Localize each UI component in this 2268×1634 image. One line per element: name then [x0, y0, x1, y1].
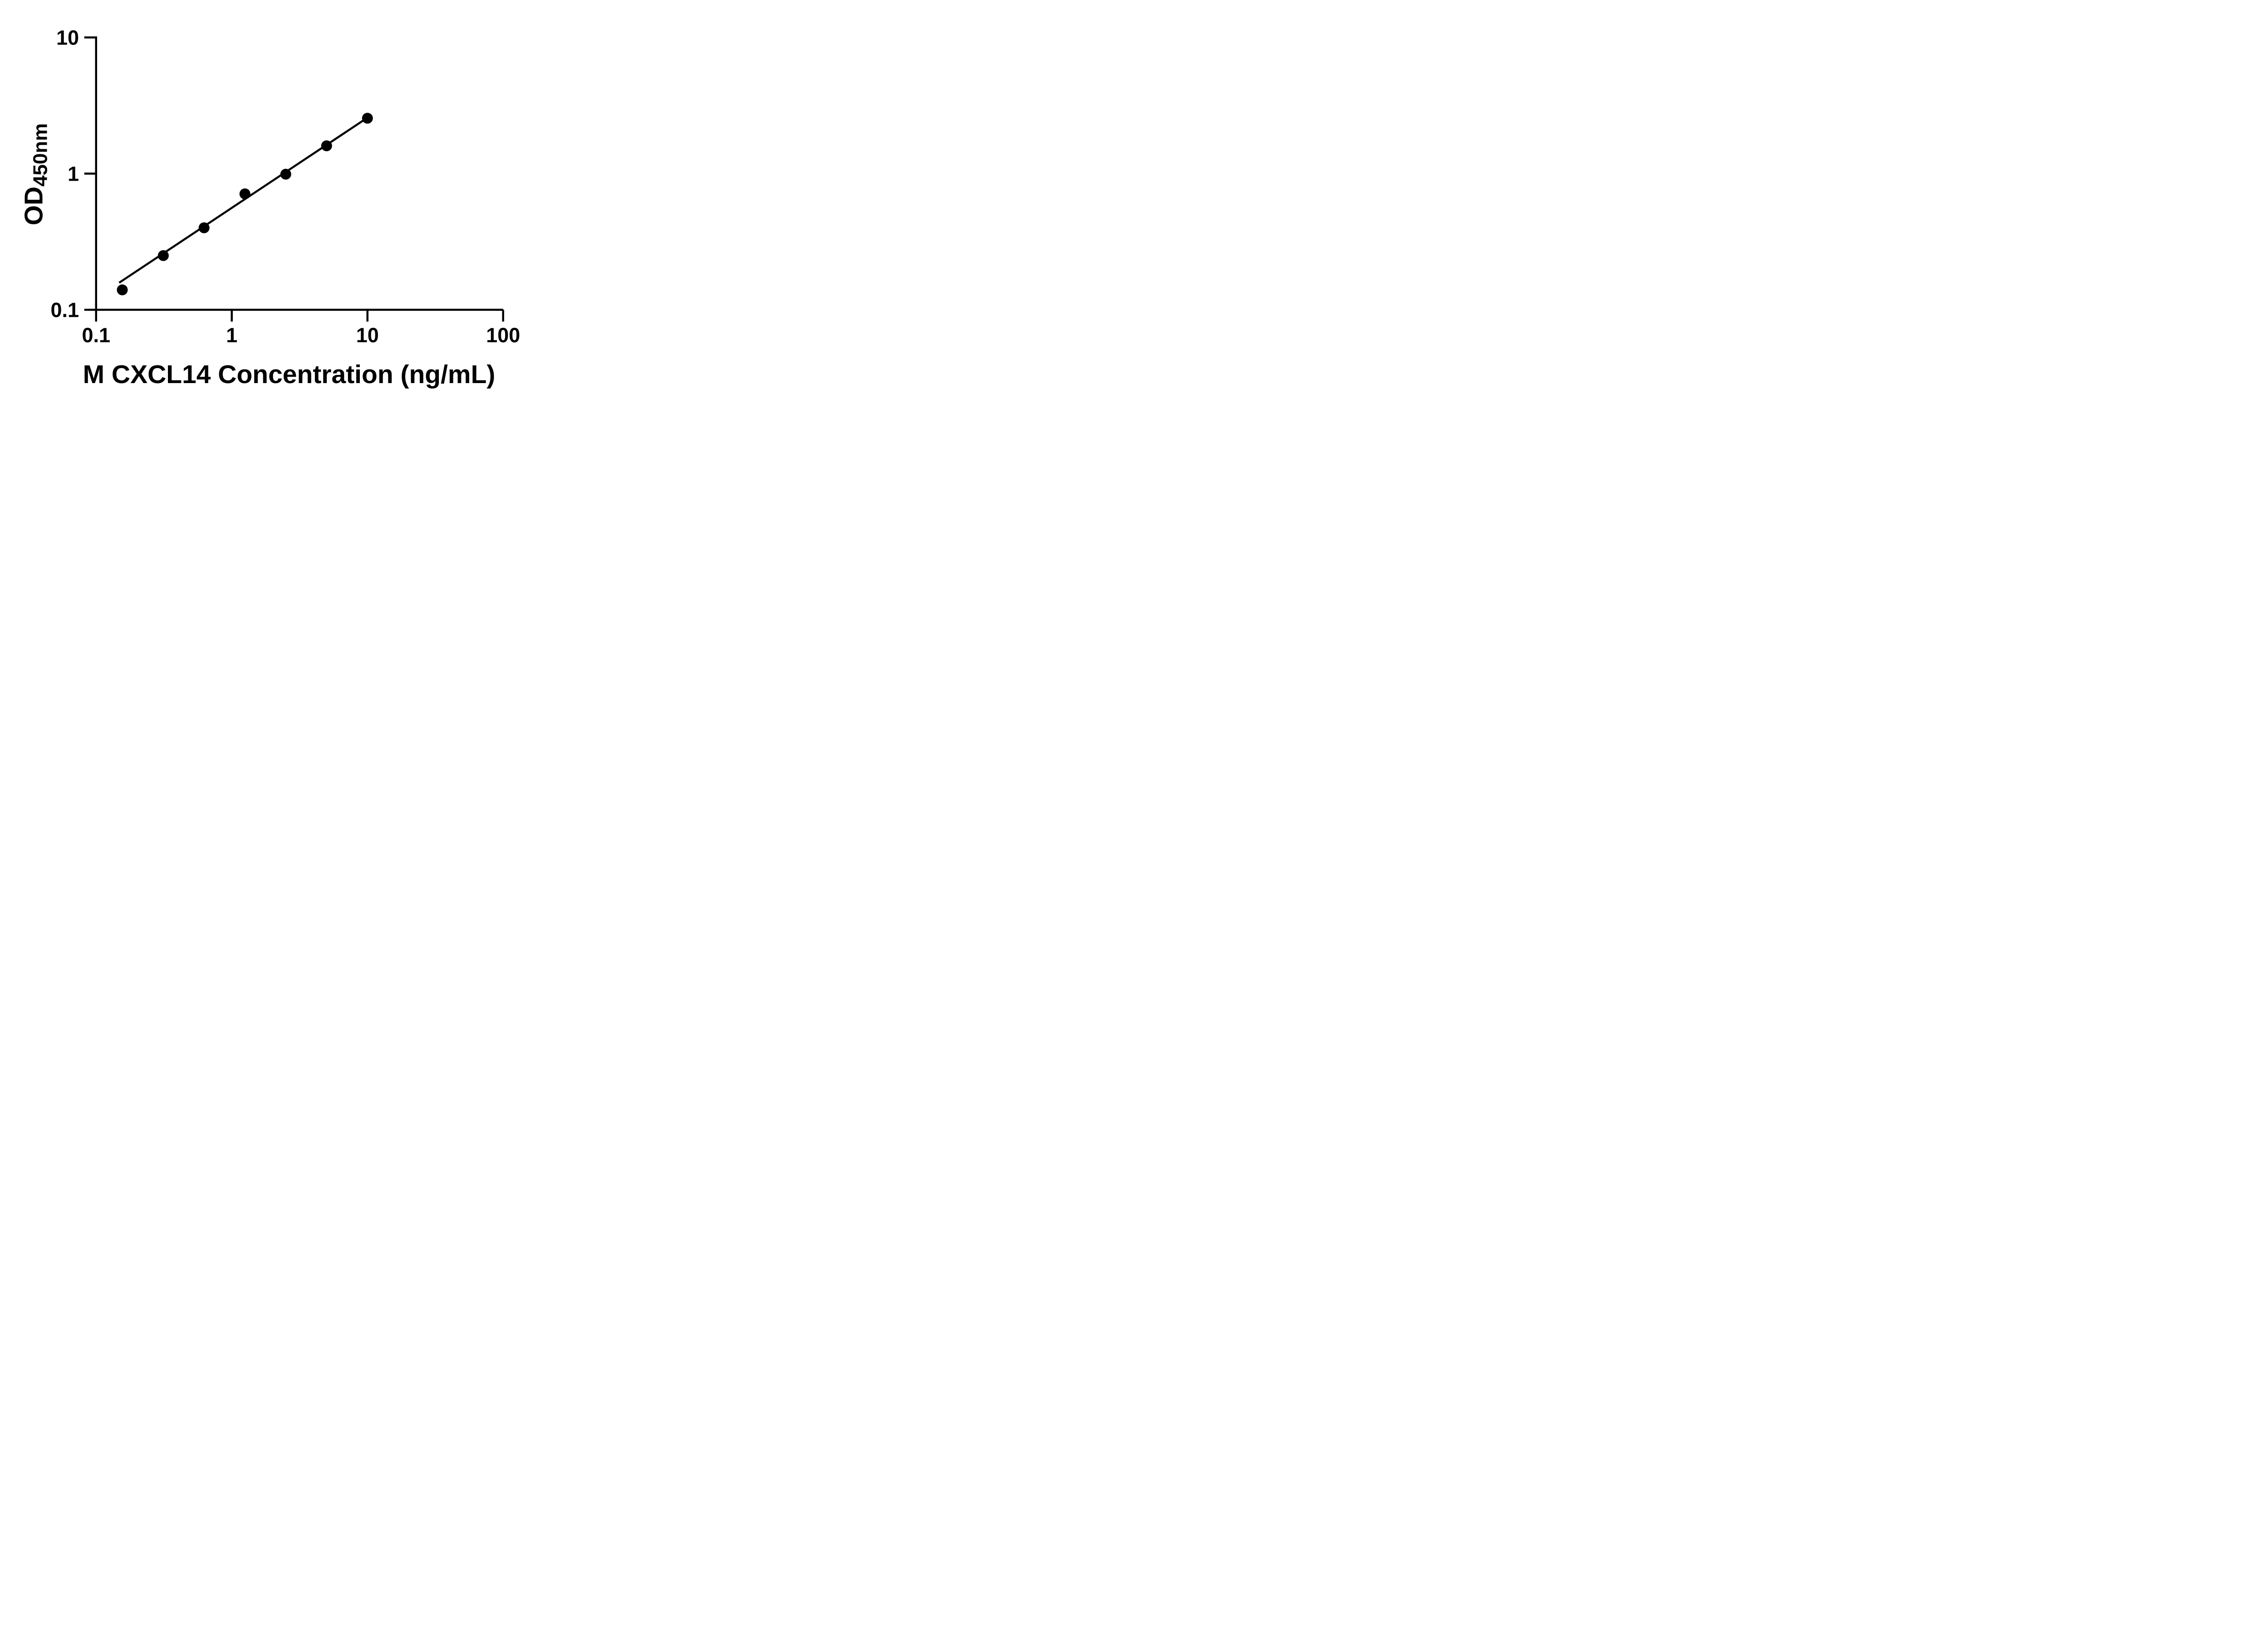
x-tick-label-100: 100 — [486, 324, 520, 347]
x-tick-label-0.1: 0.1 — [82, 324, 110, 347]
y-axis-title-main: OD — [19, 186, 49, 226]
y-axis-title: OD450nm — [19, 123, 52, 226]
data-point-4 — [239, 188, 250, 200]
x-tick-label-1: 1 — [226, 324, 237, 347]
y-tick-label-0.1: 0.1 — [50, 299, 79, 322]
x-tick-label-10: 10 — [356, 324, 379, 347]
data-point-6 — [321, 140, 332, 152]
data-point-2 — [157, 250, 169, 261]
data-point-3 — [198, 222, 210, 233]
data-point-7 — [362, 113, 373, 124]
y-axis-title-sub: 450nm — [29, 123, 52, 187]
fit-line — [118, 116, 369, 284]
y-tick-label-1: 1 — [68, 162, 79, 186]
y-tick-label-10: 10 — [56, 26, 79, 49]
x-axis-title: M CXCL14 Concentration (ng/mL) — [83, 360, 496, 389]
data-point-1 — [117, 284, 128, 295]
figure: 0.1 1 10 0.1 1 10 100 OD450nm M CXCL14 Concent… — [0, 0, 567, 408]
standard-curve-plot: 0.1 1 10 0.1 1 10 100 — [50, 26, 520, 347]
data-point-5 — [280, 168, 291, 180]
